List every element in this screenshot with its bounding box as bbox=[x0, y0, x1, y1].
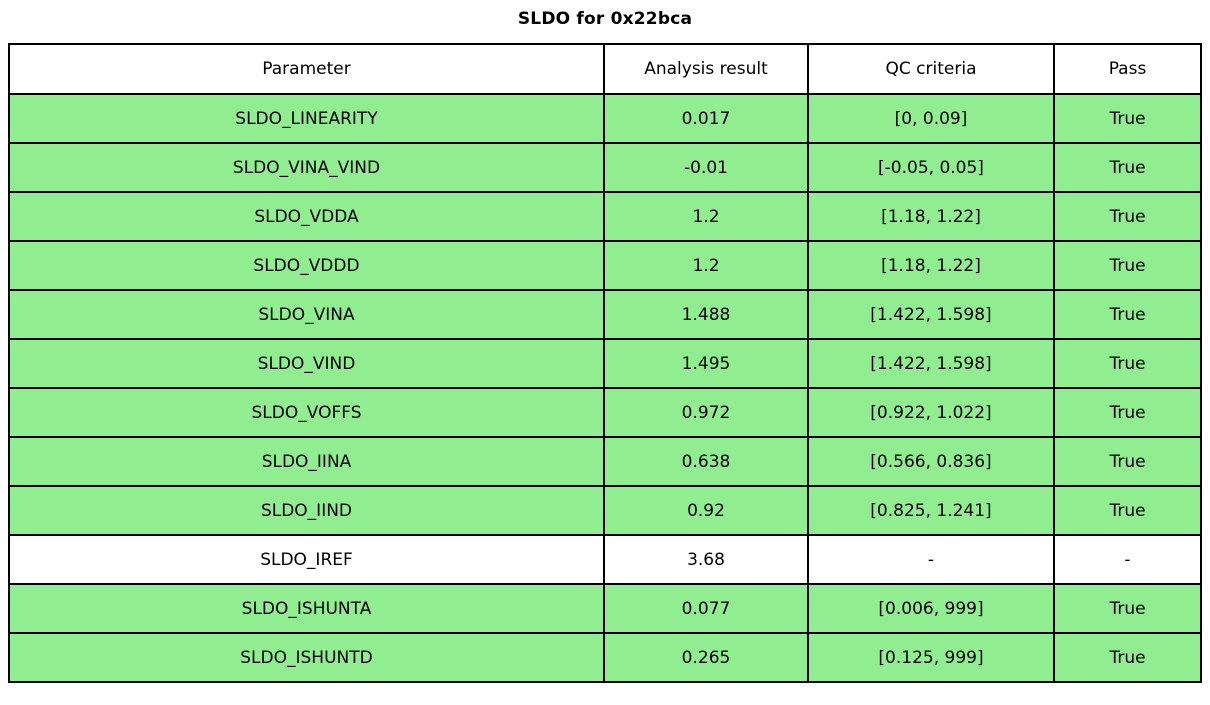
table-row: SLDO_LINEARITY 0.017 [0, 0.09] True bbox=[8, 93, 1202, 144]
cell-pass: True bbox=[1053, 436, 1202, 487]
cell-pass: - bbox=[1053, 534, 1202, 585]
cell-result: 1.488 bbox=[603, 289, 809, 340]
table-row: SLDO_VINA_VIND -0.01 [-0.05, 0.05] True bbox=[8, 142, 1202, 193]
table-row: SLDO_VDDD 1.2 [1.18, 1.22] True bbox=[8, 240, 1202, 291]
cell-parameter: SLDO_ISHUNTD bbox=[8, 632, 605, 683]
cell-pass: True bbox=[1053, 142, 1202, 193]
cell-parameter: SLDO_IIND bbox=[8, 485, 605, 536]
table-row: SLDO_IINA 0.638 [0.566, 0.836] True bbox=[8, 436, 1202, 487]
table-row: SLDO_ISHUNTA 0.077 [0.006, 999] True bbox=[8, 583, 1202, 634]
cell-pass: True bbox=[1053, 240, 1202, 291]
column-header-parameter: Parameter bbox=[8, 43, 605, 95]
cell-parameter: SLDO_VDDA bbox=[8, 191, 605, 242]
table-row: SLDO_VIND 1.495 [1.422, 1.598] True bbox=[8, 338, 1202, 389]
cell-result: 1.2 bbox=[603, 191, 809, 242]
table-row: SLDO_IIND 0.92 [0.825, 1.241] True bbox=[8, 485, 1202, 536]
cell-pass: True bbox=[1053, 387, 1202, 438]
cell-result: 1.495 bbox=[603, 338, 809, 389]
cell-result: -0.01 bbox=[603, 142, 809, 193]
cell-pass: True bbox=[1053, 93, 1202, 144]
cell-parameter: SLDO_VIND bbox=[8, 338, 605, 389]
column-header-pass: Pass bbox=[1053, 43, 1202, 95]
cell-result: 0.972 bbox=[603, 387, 809, 438]
cell-pass: True bbox=[1053, 583, 1202, 634]
table-row: SLDO_VINA 1.488 [1.422, 1.598] True bbox=[8, 289, 1202, 340]
cell-result: 0.265 bbox=[603, 632, 809, 683]
cell-criteria: [0.922, 1.022] bbox=[807, 387, 1055, 438]
cell-result: 0.077 bbox=[603, 583, 809, 634]
cell-parameter: SLDO_LINEARITY bbox=[8, 93, 605, 144]
cell-criteria: [-0.05, 0.05] bbox=[807, 142, 1055, 193]
cell-criteria: [0.006, 999] bbox=[807, 583, 1055, 634]
cell-criteria: [1.422, 1.598] bbox=[807, 338, 1055, 389]
qc-table-header: Parameter Analysis result QC criteria Pa… bbox=[8, 43, 1202, 95]
cell-parameter: SLDO_IREF bbox=[8, 534, 605, 585]
cell-criteria: [0.825, 1.241] bbox=[807, 485, 1055, 536]
table-row: SLDO_VDDA 1.2 [1.18, 1.22] True bbox=[8, 191, 1202, 242]
cell-parameter: SLDO_VDDD bbox=[8, 240, 605, 291]
column-header-qc-criteria: QC criteria bbox=[807, 43, 1055, 95]
cell-pass: True bbox=[1053, 191, 1202, 242]
cell-result: 0.638 bbox=[603, 436, 809, 487]
cell-parameter: SLDO_IINA bbox=[8, 436, 605, 487]
cell-result: 0.92 bbox=[603, 485, 809, 536]
cell-result: 0.017 bbox=[603, 93, 809, 144]
cell-criteria: [1.422, 1.598] bbox=[807, 289, 1055, 340]
cell-result: 3.68 bbox=[603, 534, 809, 585]
cell-parameter: SLDO_VOFFS bbox=[8, 387, 605, 438]
cell-pass: True bbox=[1053, 485, 1202, 536]
cell-criteria: - bbox=[807, 534, 1055, 585]
table-row: SLDO_VOFFS 0.972 [0.922, 1.022] True bbox=[8, 387, 1202, 438]
cell-criteria: [0, 0.09] bbox=[807, 93, 1055, 144]
cell-result: 1.2 bbox=[603, 240, 809, 291]
table-row: SLDO_ISHUNTD 0.265 [0.125, 999] True bbox=[8, 632, 1202, 683]
qc-table: Parameter Analysis result QC criteria Pa… bbox=[8, 43, 1202, 683]
cell-parameter: SLDO_VINA_VIND bbox=[8, 142, 605, 193]
table-row: SLDO_IREF 3.68- - bbox=[8, 534, 1202, 585]
cell-criteria: [1.18, 1.22] bbox=[807, 191, 1055, 242]
cell-pass: True bbox=[1053, 338, 1202, 389]
cell-pass: True bbox=[1053, 289, 1202, 340]
header-row: Parameter Analysis result QC criteria Pa… bbox=[8, 43, 1202, 95]
qc-table-body: SLDO_LINEARITY 0.017 [0, 0.09] True SLDO_VIN… bbox=[8, 93, 1202, 683]
cell-pass: True bbox=[1053, 632, 1202, 683]
cell-parameter: SLDO_VINA bbox=[8, 289, 605, 340]
page-title: SLDO for 0x22bca bbox=[517, 9, 693, 29]
cell-criteria: [0.125, 999] bbox=[807, 632, 1055, 683]
cell-criteria: [0.566, 0.836] bbox=[807, 436, 1055, 487]
cell-criteria: [1.18, 1.22] bbox=[807, 240, 1055, 291]
cell-parameter: SLDO_ISHUNTA bbox=[8, 583, 605, 634]
column-header-analysis-result: Analysis result bbox=[603, 43, 809, 95]
